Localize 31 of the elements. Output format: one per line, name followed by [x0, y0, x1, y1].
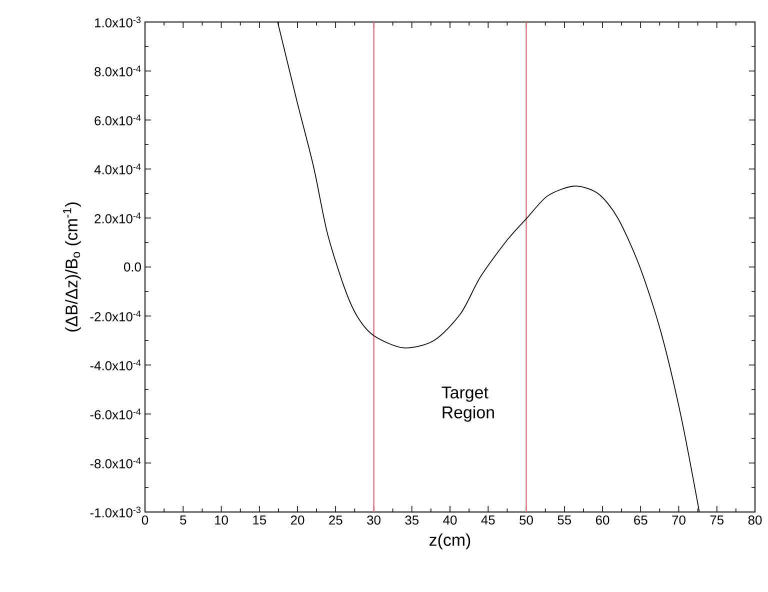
annotation: Target Region [442, 386, 494, 422]
y-tick-label: -4.0x10$^{-4}$ [90, 360, 141, 370]
x-tick-label: 75 [710, 516, 724, 525]
y-tick-label: 8.0x10$^{-4}$ [94, 66, 141, 76]
x-tick-label: 55 [558, 516, 572, 525]
x-tick-label: 35 [405, 516, 419, 525]
x-tick-label: 40 [443, 516, 457, 525]
x-axis-title: z(cm) [430, 534, 470, 550]
y-tick-label: -1.0x10$^{-3}$ [90, 506, 141, 518]
x-tick-label: 0 [142, 516, 148, 525]
x-tick-label: 15 [253, 516, 266, 525]
x-tick-label: 50 [520, 516, 533, 525]
y-tick-label: 0.0 [124, 262, 141, 272]
x-tick-label: 5 [180, 516, 186, 525]
x-tick-label: 10 [215, 516, 228, 525]
y-tick-label: 2.0x10$^{-4}$ [94, 212, 141, 224]
x-tick-label: 70 [672, 516, 686, 525]
x-tick-label: 60 [596, 516, 610, 525]
y-tick-label: 6.0x10$^{-4}$ [94, 114, 141, 126]
y-tick-label: -6.0x10$^{-4}$ [90, 408, 141, 420]
y-tick-label: -8.0x10$^{-4}$ [90, 458, 141, 468]
x-tick-label: 25 [329, 516, 342, 525]
x-tick-label: 65 [634, 516, 648, 525]
y-tick-label: -2.0x10$^{-4}$ [90, 310, 141, 322]
x-tick-label: 45 [481, 516, 495, 525]
x-tick-label: 30 [367, 516, 380, 525]
x-tick-label: 20 [290, 516, 304, 525]
y-tick-label: 1.0x10$^{-3}$ [95, 16, 141, 28]
x-tick-label: 80 [748, 516, 762, 525]
y-tick-label: 4.0x10$^{-4}$ [94, 164, 141, 174]
y-axis-title: (ΔB/Δz)/B$_{o}$ (cm$^{-1}$) [62, 202, 81, 332]
